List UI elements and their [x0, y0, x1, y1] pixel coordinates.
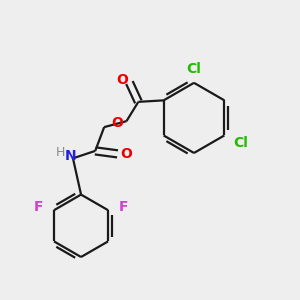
Text: Cl: Cl: [187, 61, 201, 76]
Text: O: O: [116, 73, 128, 87]
Text: F: F: [34, 200, 43, 214]
Text: H: H: [56, 146, 65, 160]
Text: Cl: Cl: [233, 136, 248, 150]
Text: N: N: [65, 149, 76, 163]
Text: O: O: [120, 147, 132, 161]
Text: F: F: [119, 200, 128, 214]
Text: O: O: [111, 116, 123, 130]
